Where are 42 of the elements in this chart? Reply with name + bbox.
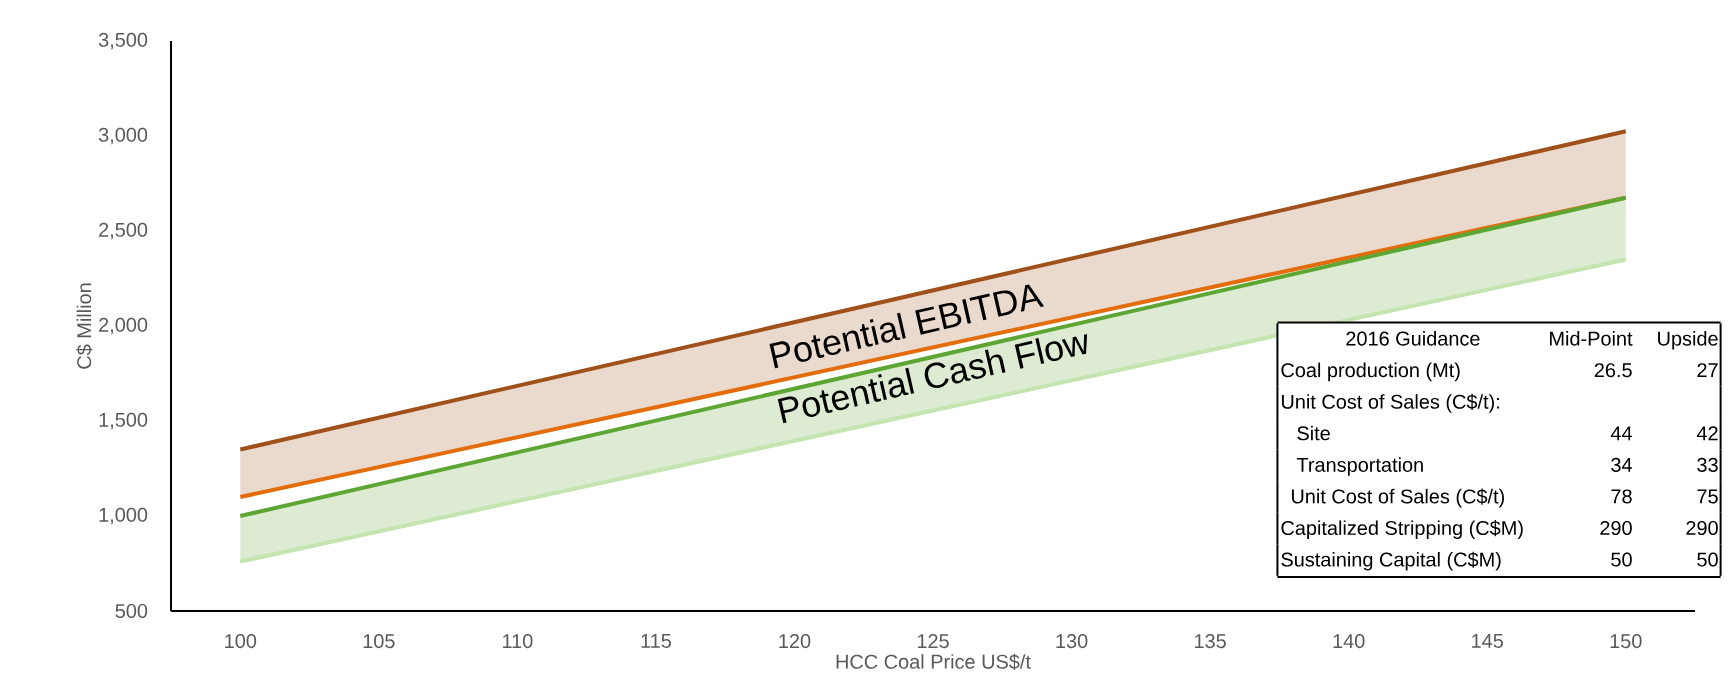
text: 75 [1697, 489, 1718, 504]
annotation: 34 [1611, 457, 1632, 472]
y-tick-label: 2,500 [99, 222, 148, 240]
annotation: Mid-Point [1550, 331, 1633, 346]
text: 50 [1697, 552, 1718, 567]
annotation: 26.5 [1594, 363, 1632, 378]
y-tick-label: 500 [115, 603, 148, 619]
annotation: 290 [1686, 520, 1718, 536]
annotation: Sustaining Capital (C$M) [1281, 551, 1501, 571]
text: 27 [1697, 363, 1718, 378]
annotation: 44 [1610, 426, 1632, 441]
annotation: Unit Cost of Sales (C$/t): [1281, 393, 1499, 413]
x-tick-label: 135 [1195, 634, 1226, 649]
y-axis-title: C$ Million [76, 283, 93, 369]
x-tick-label: 130 [1056, 634, 1088, 649]
text: 42 [1696, 426, 1718, 441]
annotation: Unit Cost of Sales (C$/t) [1291, 488, 1504, 508]
x-tick-label: 120 [779, 634, 811, 649]
x-tick-label: 150 [1610, 634, 1642, 649]
x-axis-title: HCC Coal Price US$/t [836, 653, 1031, 670]
x-tick-label: 125 [917, 634, 949, 649]
x-tick-label: 100 [225, 634, 257, 649]
x-tick-label: 145 [1472, 634, 1503, 648]
annotation: 50 [1611, 552, 1632, 567]
annotation: Site [1297, 425, 1330, 441]
x-tick-label: 115 [641, 634, 671, 648]
y-tick-label: 1,500 [99, 412, 148, 430]
y-tick-label: 3,000 [98, 127, 148, 145]
y-tick-label: 3,500 [98, 32, 148, 50]
annotation: 290 [1600, 520, 1632, 536]
y-tick-label: 1,000 [99, 507, 148, 525]
annotation: Coal production (Mt) [1281, 362, 1460, 382]
annotation: 2016 Guidance [1346, 331, 1480, 346]
x-tick-label: 140 [1333, 634, 1365, 649]
annotation: Capitalized Stripping (C$M) [1281, 520, 1523, 539]
annotation: Upside [1658, 331, 1718, 350]
annotation: Transportation [1296, 457, 1423, 476]
text: 33 [1697, 457, 1718, 472]
annotation: 78 [1611, 489, 1632, 504]
x-tick-label: 105 [363, 634, 395, 649]
x-tick-label: 110 [503, 634, 533, 649]
y-tick-label: 2,000 [99, 317, 148, 335]
